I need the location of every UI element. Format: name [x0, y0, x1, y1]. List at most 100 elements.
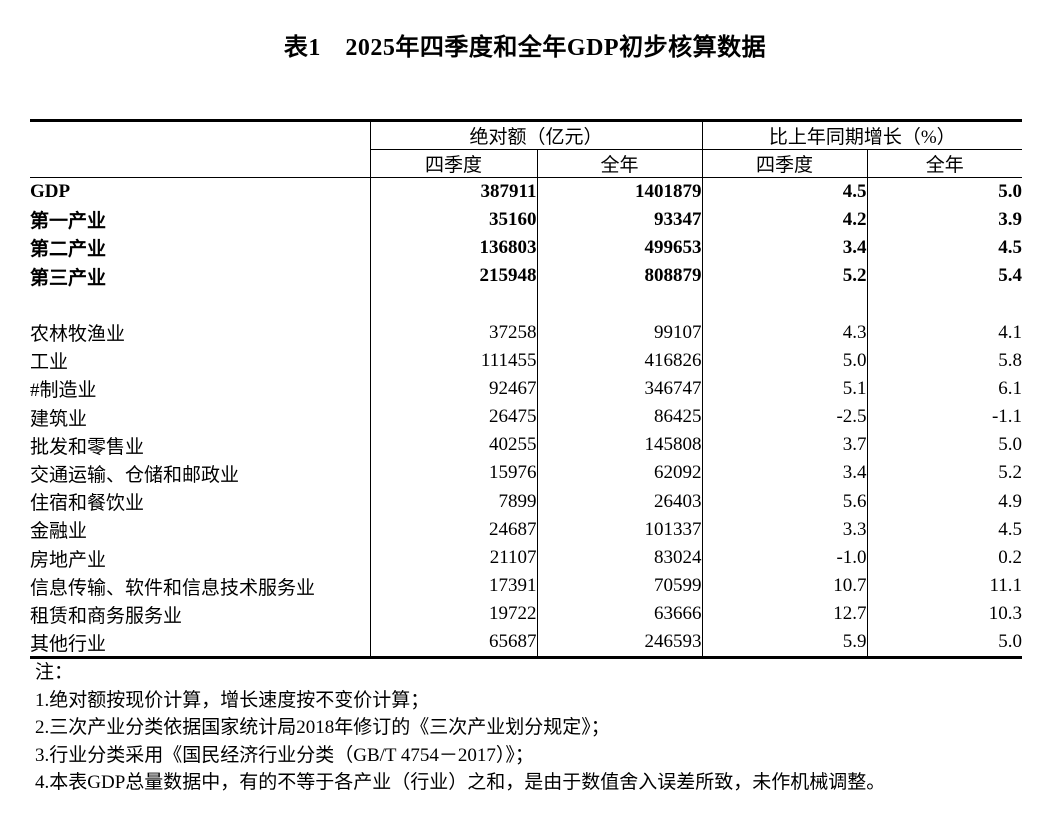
cell-value: 5.2	[866, 459, 1023, 488]
table-body: GDP 387911 1401879 4.5 5.0 第一产业 35160 93347 4.2 3…	[30, 177, 1023, 657]
note-line: 2.三次产业分类依据国家统计局2018年修订的《三次产业划分规定》；	[35, 717, 610, 739]
table-row: #制造业 92467 346747 5.1 6.1	[30, 374, 1023, 403]
table-row: GDP 387911 1401879 4.5 5.0	[30, 177, 1023, 206]
note-line: 4.本表GDP总量数据中，有的不等于各产业（行业）之和，是由于数值舍入误差所致，…	[35, 772, 886, 794]
cell-value: 5.2	[701, 262, 868, 291]
table-row: 批发和零售业 40255 145808 3.7 5.0	[30, 431, 1023, 460]
table-row: 信息传输、软件和信息技术服务业 17391 70599 10.7 11.1	[30, 572, 1023, 601]
notes-heading: 注：	[35, 662, 74, 683]
cell-value: 387911	[369, 177, 537, 206]
header-sub-row: 四季度 全年 四季度 全年	[30, 149, 1023, 178]
table-row: 其他行业 65687 246593 5.9 5.0	[30, 628, 1023, 657]
cell-value: 26475	[369, 403, 537, 432]
cell-value: 346747	[536, 374, 703, 403]
cell-value: 99107	[536, 318, 703, 347]
row-label: 住宿和餐饮业	[30, 493, 145, 515]
cell-value: 10.7	[701, 572, 868, 601]
cell-value	[369, 290, 537, 319]
cell-value: 26403	[536, 487, 703, 516]
cell-value: 93347	[536, 205, 703, 234]
row-label: 租赁和商务服务业	[30, 605, 183, 627]
cell-value: 83024	[536, 543, 703, 573]
cell-value: 3.7	[701, 431, 868, 460]
table-row: 工业 111455 416826 5.0 5.8	[30, 346, 1023, 375]
table-row: 房地产业 21107 83024 -1.0 0.2	[30, 543, 1023, 573]
cell-value: 5.0	[701, 346, 868, 375]
cell-value: 4.5	[701, 177, 868, 206]
table-row: 第一产业 35160 93347 4.2 3.9	[30, 205, 1023, 234]
gdp-table: 绝对额（亿元） 比上年同期增长（%） 四季度 全年 四季度 全年 GDP 3879…	[30, 119, 1023, 659]
row-label: GDP	[30, 180, 71, 202]
cell-value: 5.0	[866, 177, 1023, 206]
table-row: 第三产业 215948 808879 5.2 5.4	[30, 262, 1023, 291]
cell-value: 215948	[369, 262, 537, 291]
cell-value: 4.9	[866, 487, 1023, 516]
table-header: 绝对额（亿元） 比上年同期增长（%） 四季度 全年 四季度 全年	[30, 120, 1023, 178]
subheader-absolute-q4: 四季度	[369, 149, 537, 178]
table-row: 交通运输、仓储和邮政业 15976 62092 3.4 5.2	[30, 459, 1023, 488]
cell-value: 3.4	[701, 233, 868, 263]
table-title: 表1 2025年四季度和全年GDP初步核算数据	[283, 35, 767, 61]
cell-value: 4.5	[866, 233, 1023, 263]
cell-value: 5.0	[866, 628, 1023, 657]
cell-value: 499653	[536, 233, 703, 263]
column-group-absolute-value: 绝对额（亿元）	[369, 120, 703, 150]
cell-value: 5.6	[701, 487, 868, 516]
cell-value: 92467	[369, 374, 537, 403]
row-label	[30, 290, 370, 318]
cell-value: 416826	[536, 346, 703, 375]
table-row: 第二产业 136803 499653 3.4 4.5	[30, 233, 1023, 263]
cell-value: 1401879	[536, 177, 703, 206]
cell-value: 246593	[536, 628, 703, 657]
table-row: 农林牧渔业 37258 99107 4.3 4.1	[30, 318, 1023, 347]
row-label: 金融业	[30, 521, 88, 543]
cell-value: -2.5	[701, 403, 868, 432]
row-label: 农林牧渔业	[30, 324, 126, 346]
cell-value: 3.4	[701, 459, 868, 488]
row-label: 其他行业	[30, 633, 107, 655]
cell-value: 7899	[369, 487, 537, 516]
cell-value: 5.1	[701, 374, 868, 403]
cell-value: 5.0	[866, 431, 1023, 460]
cell-value: -1.1	[866, 403, 1023, 432]
table-row: 住宿和餐饮业 7899 26403 5.6 4.9	[30, 487, 1023, 516]
cell-value: 10.3	[866, 600, 1023, 629]
spacer-row	[30, 290, 1023, 319]
row-label: 工业	[30, 352, 69, 374]
cell-value: 37258	[369, 318, 537, 347]
row-label: #制造业	[30, 380, 97, 402]
cell-value: 63666	[536, 600, 703, 629]
row-label: 信息传输、软件和信息技术服务业	[30, 577, 316, 599]
cell-value: 808879	[536, 262, 703, 291]
cell-value: 0.2	[866, 543, 1023, 573]
cell-value: 4.5	[866, 515, 1023, 544]
row-label: 交通运输、仓储和邮政业	[30, 464, 240, 486]
row-label: 第一产业	[30, 211, 107, 233]
cell-value: 19722	[369, 600, 537, 629]
table-row: 租赁和商务服务业 19722 63666 12.7 10.3	[30, 600, 1023, 629]
cell-value: 145808	[536, 431, 703, 460]
cell-value: -1.0	[701, 543, 868, 573]
row-label: 建筑业	[30, 408, 88, 430]
subheader-growth-q4: 四季度	[701, 149, 868, 178]
note-line: 1.绝对额按现价计算，增长速度按不变价计算；	[35, 689, 430, 711]
header-group-row: 绝对额（亿元） 比上年同期增长（%）	[30, 120, 1023, 178]
cell-value: 24687	[369, 515, 537, 544]
cell-value: 3.3	[701, 515, 868, 544]
cell-value: 65687	[369, 628, 537, 657]
cell-value: 5.8	[866, 346, 1023, 375]
cell-value: 101337	[536, 515, 703, 544]
cell-value: 70599	[536, 572, 703, 601]
cell-value: 5.4	[866, 262, 1023, 291]
cell-value: 6.1	[866, 374, 1023, 403]
table-row: 金融业 24687 101337 3.3 4.5	[30, 515, 1023, 544]
header-corner-cell	[30, 120, 370, 178]
note-line: 3.行业分类采用《国民经济行业分类（GB/T 4754－2017）》；	[35, 744, 534, 766]
subheader-growth-year: 全年	[866, 149, 1023, 178]
cell-value: 21107	[369, 543, 537, 573]
cell-value	[701, 290, 868, 319]
cell-value: 4.3	[701, 318, 868, 347]
subheader-absolute-year: 全年	[536, 149, 703, 178]
row-label: 批发和零售业	[30, 436, 145, 458]
